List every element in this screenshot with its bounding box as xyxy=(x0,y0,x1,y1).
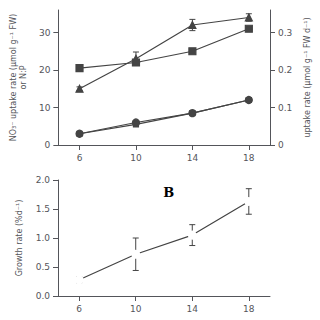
svg-text:0.3: 0.3 xyxy=(278,28,292,38)
svg-text:6: 6 xyxy=(76,304,82,314)
svg-text:uptake rate (μmol g⁻¹ FW d⁻¹): uptake rate (μmol g⁻¹ FW d⁻¹) xyxy=(303,17,312,137)
svg-text:10: 10 xyxy=(130,304,142,314)
svg-text:18: 18 xyxy=(243,153,255,163)
svg-text:NO₃⁻ uptake rate (μmol g⁻¹ FW): NO₃⁻ uptake rate (μmol g⁻¹ FW) xyxy=(9,14,18,141)
svg-text:2.0: 2.0 xyxy=(36,175,51,185)
svg-text:0.0: 0.0 xyxy=(36,291,51,301)
svg-text:0.5: 0.5 xyxy=(36,262,50,272)
svg-text:10: 10 xyxy=(39,103,51,113)
svg-text:30: 30 xyxy=(39,28,51,38)
svg-text:14: 14 xyxy=(187,304,199,314)
svg-text:0: 0 xyxy=(45,140,51,150)
svg-text:0.2: 0.2 xyxy=(278,65,292,75)
svg-text:or N:P: or N:P xyxy=(19,65,28,89)
svg-text:Growth rate (%d⁻¹): Growth rate (%d⁻¹) xyxy=(15,200,24,277)
svg-text:1.5: 1.5 xyxy=(36,204,50,214)
svg-text:18: 18 xyxy=(243,304,255,314)
svg-text:0.1: 0.1 xyxy=(278,103,292,113)
svg-text:0: 0 xyxy=(278,140,284,150)
svg-text:14: 14 xyxy=(187,153,199,163)
svg-text:B: B xyxy=(163,185,174,200)
svg-text:6: 6 xyxy=(77,153,83,163)
svg-text:20: 20 xyxy=(39,65,51,75)
svg-text:1.0: 1.0 xyxy=(36,233,51,243)
svg-text:10: 10 xyxy=(130,153,142,163)
